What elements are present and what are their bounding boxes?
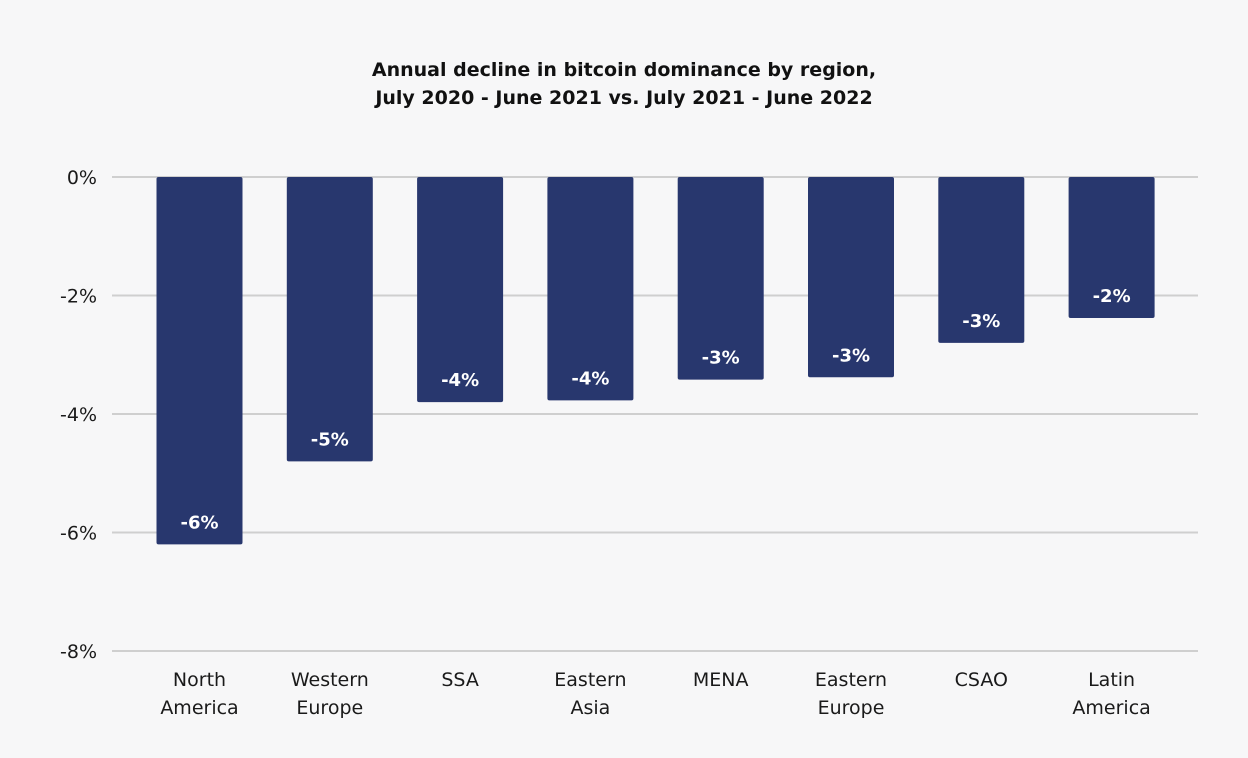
category-label-line: Europe bbox=[818, 697, 885, 719]
chart-title: Annual decline in bitcoin dominance by r… bbox=[372, 59, 876, 109]
data-label: -4% bbox=[441, 370, 479, 391]
bar bbox=[677, 177, 764, 380]
category-label: North America bbox=[160, 669, 238, 719]
category-label-line: America bbox=[1072, 697, 1150, 719]
category-label-line: Latin bbox=[1088, 669, 1135, 691]
bar bbox=[938, 177, 1025, 343]
data-label: -4% bbox=[571, 368, 609, 389]
y-tick-label: -8% bbox=[60, 641, 97, 663]
category-label: Latin America bbox=[1072, 669, 1150, 719]
data-label: -3% bbox=[702, 348, 740, 369]
category-label-line: CSAO bbox=[955, 669, 1008, 691]
category-label-line: America bbox=[160, 697, 238, 719]
bar bbox=[808, 177, 894, 378]
data-label: -2% bbox=[1093, 286, 1131, 307]
category-label-line: North bbox=[173, 669, 226, 691]
category-label-line: SSA bbox=[441, 669, 478, 691]
category-label-line: Asia bbox=[570, 697, 610, 719]
category-label-line: Europe bbox=[296, 697, 363, 719]
data-labels: -6% -5% -4% -4% -3% -3% -3% -2% bbox=[180, 286, 1130, 533]
category-label: SSA bbox=[441, 669, 478, 691]
category-label: MENA bbox=[693, 669, 749, 691]
y-tick-label: -6% bbox=[60, 523, 97, 545]
bar bbox=[1068, 177, 1155, 319]
bar bbox=[417, 177, 504, 403]
data-label: -3% bbox=[962, 311, 1000, 332]
category-label-line: Eastern bbox=[554, 669, 626, 691]
bar bbox=[286, 177, 373, 462]
category-label: Eastern Europe bbox=[815, 669, 887, 719]
data-label: -5% bbox=[311, 429, 349, 450]
bar bbox=[156, 177, 243, 545]
data-label: -6% bbox=[180, 512, 218, 533]
category-label-line: MENA bbox=[693, 669, 749, 691]
category-label-line: Western bbox=[291, 669, 369, 691]
y-tick-label: -2% bbox=[60, 286, 97, 308]
bar bbox=[547, 177, 634, 401]
bars bbox=[156, 177, 1155, 545]
y-axis-ticks: 0% -2% -4% -6% -8% bbox=[60, 167, 97, 663]
category-label: CSAO bbox=[955, 669, 1008, 691]
y-tick-label: -4% bbox=[60, 404, 97, 426]
chart-title-line-2: July 2020 - June 2021 vs. July 2021 - Ju… bbox=[373, 87, 872, 109]
category-label-line: Eastern bbox=[815, 669, 887, 691]
chart-title-line-1: Annual decline in bitcoin dominance by r… bbox=[372, 59, 876, 81]
x-axis-categories: North America Western Europe SSA Eastern Asia M… bbox=[160, 669, 1150, 719]
category-label: Eastern Asia bbox=[554, 669, 626, 719]
category-label: Western Europe bbox=[291, 669, 369, 719]
y-tick-label: 0% bbox=[67, 167, 97, 189]
data-label: -3% bbox=[832, 345, 870, 366]
gridlines bbox=[112, 176, 1198, 652]
